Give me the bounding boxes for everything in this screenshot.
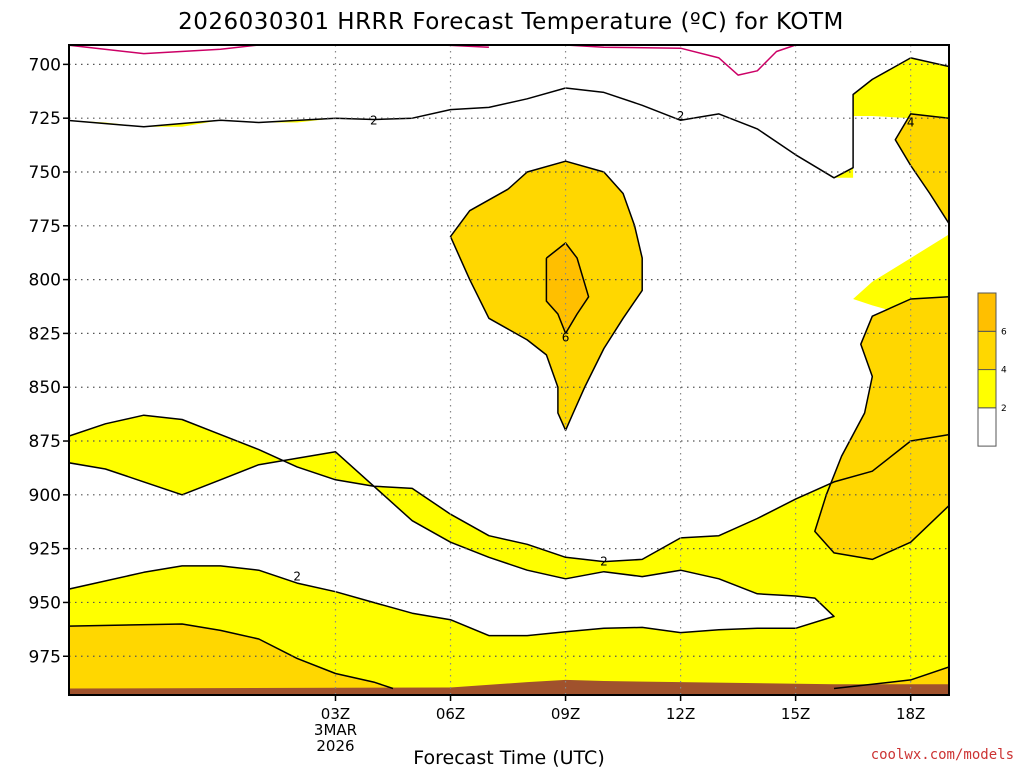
y-axis: 700 725 750 775 800 825 850 875 900 925 950 975	[29, 55, 69, 667]
contour-label-3: 6	[562, 331, 570, 345]
y-tick-label-7: 875	[29, 432, 61, 452]
ground-surface	[69, 679, 949, 695]
x-tick-label-0-0: 03Z	[321, 705, 350, 723]
x-tick-label-0-2: 2026	[316, 737, 354, 755]
legend-label-2: 4	[1001, 366, 1007, 376]
legend-label-1: 2	[1001, 404, 1007, 414]
contour-line-0-2	[565, 45, 796, 76]
credit-text: coolwx.com/models	[871, 747, 1014, 763]
y-tick-label-0: 700	[29, 55, 61, 75]
y-tick-label-4: 800	[29, 271, 61, 291]
fill-region-4to6-4	[834, 667, 949, 689]
contour-line-4-9	[69, 623, 394, 690]
contour-line-2-3	[69, 57, 949, 179]
y-tick-label-11: 975	[29, 647, 61, 667]
x-axis-label: Forecast Time (UTC)	[413, 747, 604, 768]
x-tick-label-0-1: 3MAR	[314, 721, 357, 739]
legend-label-3: 6	[1001, 327, 1007, 337]
x-tick-label-5-0: 18Z	[896, 705, 925, 723]
plot-frame	[68, 44, 950, 696]
gridlines	[69, 45, 949, 695]
contour-label-4: 2	[600, 555, 608, 569]
contour-line-2-4	[69, 414, 949, 563]
y-tick-label-9: 925	[29, 540, 61, 560]
legend: 2 4 6	[977, 292, 1007, 447]
chart-title: 2026030301 HRRR Forecast Temperature (ºC…	[178, 9, 844, 35]
legend-swatch-0	[977, 407, 997, 447]
fill-region-2to4-0	[69, 57, 949, 691]
contour-label-2: 4	[907, 115, 915, 129]
contour-label-5: 2	[293, 570, 301, 584]
contour-label-0: 2	[370, 113, 378, 127]
x-tick-label-4-0: 15Z	[781, 705, 810, 723]
ground-layer	[69, 679, 949, 695]
plot-area: 2 2 4 6 2 2	[69, 45, 949, 695]
x-tick-label-3-0: 12Z	[666, 705, 695, 723]
contour-labels: 2 2 4 6 2 2	[293, 109, 914, 584]
y-tick-label-2: 750	[29, 163, 61, 183]
y-tick-label-1: 725	[29, 109, 61, 129]
x-tick-label-1-0: 06Z	[436, 705, 465, 723]
contour-label-1: 2	[677, 109, 685, 123]
contour-line-6-11	[545, 242, 590, 335]
contour-line-0-0	[69, 45, 259, 55]
contour-line-4-7	[894, 113, 949, 225]
y-tick-label-8: 900	[29, 486, 61, 506]
contour-lines	[69, 45, 949, 690]
contour-line-4-8	[814, 296, 949, 561]
legend-swatch-3	[977, 292, 997, 332]
legend-swatch-2	[977, 330, 997, 371]
y-tick-label-3: 775	[29, 217, 61, 237]
y-tick-label-6: 850	[29, 378, 61, 398]
contour-line-2-5	[69, 451, 835, 637]
legend-swatch-1	[977, 369, 997, 409]
x-tick-label-2-0: 09Z	[551, 705, 580, 723]
fill-region-4to6-2	[814, 113, 949, 560]
contour-line-4-6	[449, 160, 643, 432]
y-tick-label-5: 825	[29, 324, 61, 344]
fill-region-gt6-5	[546, 243, 589, 334]
contour-line-4-10	[833, 666, 949, 690]
y-tick-label-10: 950	[29, 593, 61, 613]
